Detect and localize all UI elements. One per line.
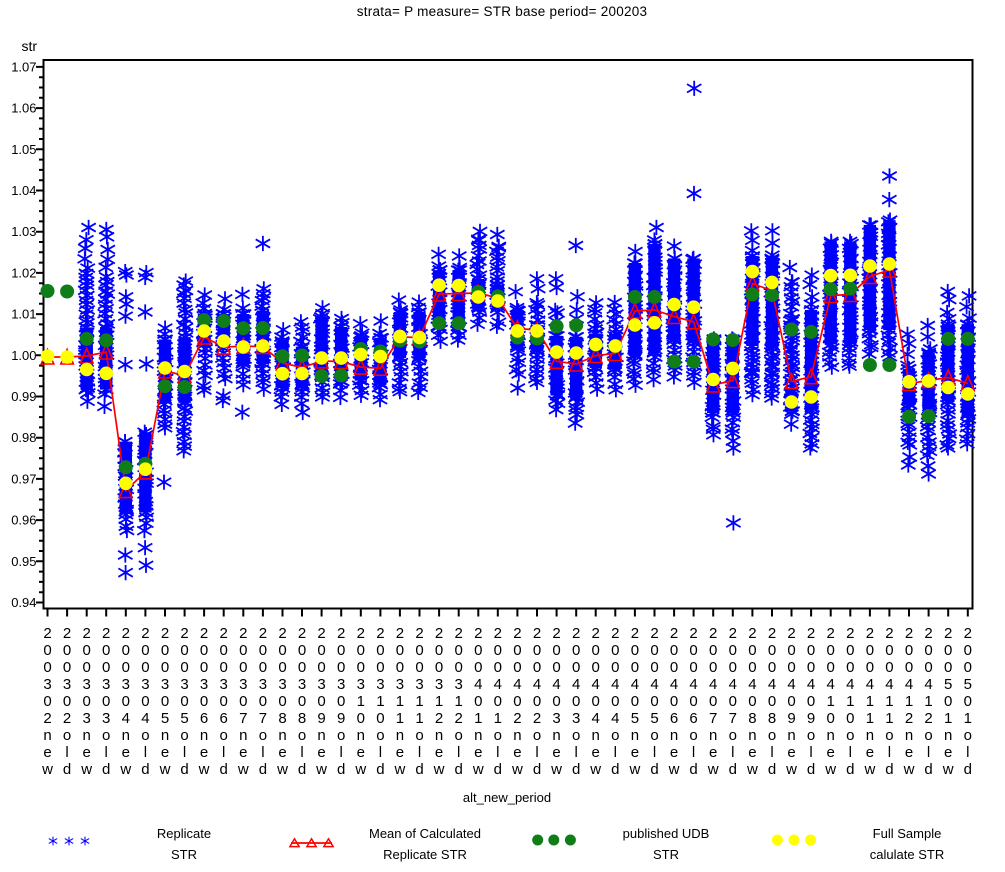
svg-text:strata= P measure= STR base: strata= P measure= STR base period= 2002… bbox=[357, 4, 648, 19]
svg-text:1.00: 1.00 bbox=[11, 348, 36, 363]
svg-text:published UDB: published UDB bbox=[623, 826, 710, 841]
svg-text:Replicate STR: Replicate STR bbox=[383, 847, 467, 862]
svg-text:Full Sample: Full Sample bbox=[873, 826, 942, 841]
svg-text:0.96: 0.96 bbox=[11, 513, 36, 528]
svg-text:1.01: 1.01 bbox=[11, 307, 36, 322]
svg-text:1.05: 1.05 bbox=[11, 142, 36, 157]
svg-text:0.97: 0.97 bbox=[11, 471, 36, 486]
svg-text:1.06: 1.06 bbox=[11, 101, 36, 116]
svg-text:1.02: 1.02 bbox=[11, 265, 36, 280]
svg-text:1.04: 1.04 bbox=[11, 183, 36, 198]
svg-text:Replicate: Replicate bbox=[157, 826, 211, 841]
svg-text:1.07: 1.07 bbox=[11, 59, 36, 74]
svg-text:alt_new_period: alt_new_period bbox=[463, 790, 551, 805]
svg-text:1.03: 1.03 bbox=[11, 224, 36, 239]
svg-text:calulate STR: calulate STR bbox=[870, 847, 944, 862]
svg-text:STR: STR bbox=[653, 847, 679, 862]
svg-text:0.94: 0.94 bbox=[11, 595, 36, 610]
svg-text:0.95: 0.95 bbox=[11, 554, 36, 569]
svg-text:str: str bbox=[21, 38, 37, 54]
svg-text:0.99: 0.99 bbox=[11, 389, 36, 404]
svg-text:0.98: 0.98 bbox=[11, 430, 36, 445]
svg-text:Mean of Calculated: Mean of Calculated bbox=[369, 826, 481, 841]
svg-text:STR: STR bbox=[171, 847, 197, 862]
